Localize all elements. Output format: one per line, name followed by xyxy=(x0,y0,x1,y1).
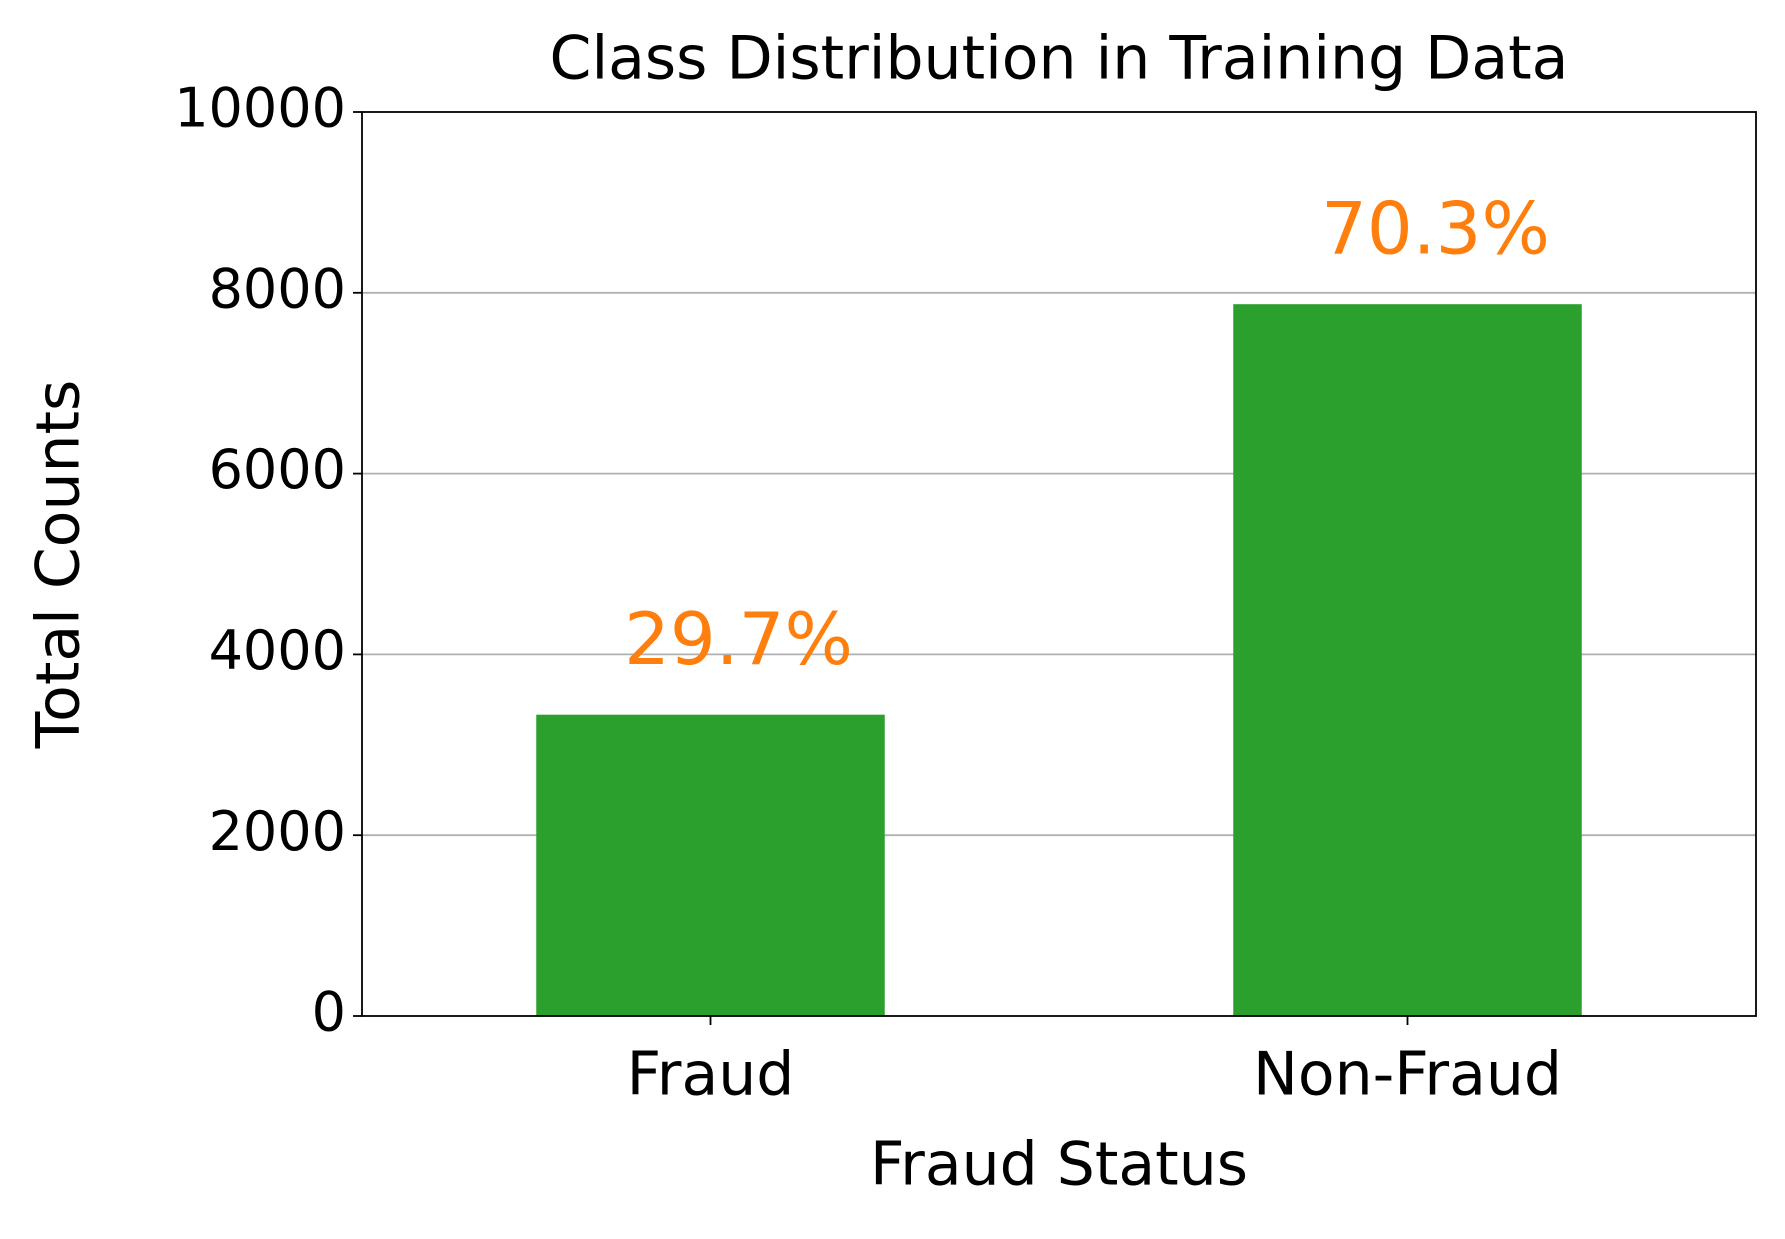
y-tick-label: 2000 xyxy=(209,800,346,863)
x-axis-label: Fraud Status xyxy=(870,1130,1248,1200)
x-tick-label: Fraud xyxy=(627,1040,795,1110)
y-tick-label: 0 xyxy=(312,981,346,1044)
value-annotation: 70.3% xyxy=(1321,187,1550,271)
plot-frame xyxy=(361,111,1757,1017)
bar xyxy=(1233,304,1582,1016)
value-annotation: 29.7% xyxy=(624,597,853,681)
y-tick-label: 8000 xyxy=(209,257,346,320)
bar xyxy=(536,714,885,1016)
y-tick-label: 10000 xyxy=(174,77,346,140)
y-tick-label: 6000 xyxy=(209,438,346,501)
chart-title: Class Distribution in Training Data xyxy=(550,24,1569,94)
x-tick-label: Non-Fraud xyxy=(1253,1040,1562,1110)
y-axis-label: Total Counts xyxy=(24,380,94,750)
y-tick-label: 4000 xyxy=(209,619,346,682)
